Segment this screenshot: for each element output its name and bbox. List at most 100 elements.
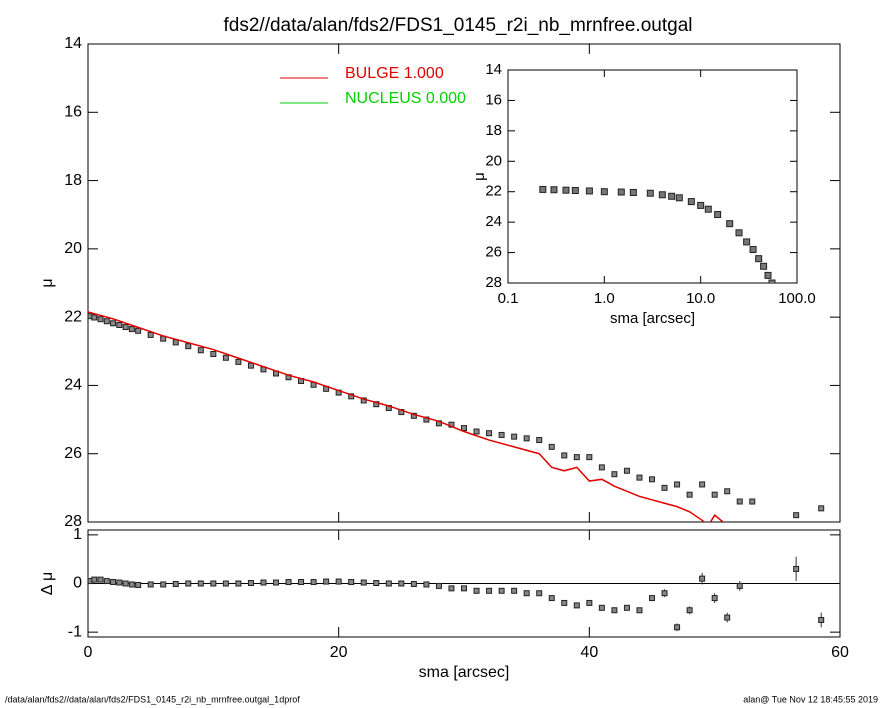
y-tick-label: 20 xyxy=(64,240,82,257)
data-point xyxy=(498,587,505,594)
y-tick-label: 26 xyxy=(485,244,502,261)
data-point xyxy=(818,616,825,623)
data-point xyxy=(726,220,734,228)
data-point xyxy=(736,498,743,505)
y-tick-label: 16 xyxy=(64,104,82,121)
data-point xyxy=(714,211,722,219)
data-point xyxy=(600,188,608,196)
data-point xyxy=(103,318,110,325)
data-point xyxy=(629,188,637,196)
data-point xyxy=(687,198,695,206)
data-point xyxy=(323,578,330,585)
plot-frame xyxy=(507,69,798,284)
data-point xyxy=(473,587,480,594)
footer-left: /data/alan/fds2//data/alan/fds2/FDS1_014… xyxy=(5,694,300,704)
data-point xyxy=(611,607,618,614)
data-point xyxy=(197,580,204,587)
data-point xyxy=(724,614,731,621)
data-point xyxy=(636,607,643,614)
data-point xyxy=(410,580,417,587)
data-point xyxy=(103,578,110,585)
data-point xyxy=(760,262,768,270)
data-point xyxy=(247,580,254,587)
data-point xyxy=(210,580,217,587)
x-tick-label: 100.0 xyxy=(778,290,816,307)
data-point xyxy=(585,187,593,195)
plot-area xyxy=(88,311,825,522)
data-point xyxy=(661,590,668,597)
data-point xyxy=(686,607,693,614)
data-point xyxy=(247,362,254,369)
y-tick-label: 14 xyxy=(64,35,82,52)
data-point xyxy=(573,602,580,609)
data-point xyxy=(110,579,117,586)
y-axis-label: μ xyxy=(471,172,488,181)
data-point xyxy=(586,599,593,606)
footer-right: alan@ Tue Nov 12 18:45:55 2019 xyxy=(743,694,878,704)
data-point xyxy=(448,585,455,592)
x-axis-label: sma [arcsec] xyxy=(610,310,695,327)
data-point xyxy=(658,191,666,199)
data-point xyxy=(649,595,655,602)
y-tick-label: 28 xyxy=(64,513,82,530)
data-point xyxy=(116,579,123,586)
chart-title: fds2//data/alan/fds2/FDS1_0145_r2i_nb_mr… xyxy=(224,15,693,36)
data-point xyxy=(548,595,555,602)
data-point xyxy=(135,581,142,588)
data-point xyxy=(298,579,305,586)
data-point xyxy=(562,186,570,194)
data-point xyxy=(335,578,342,585)
data-point xyxy=(699,481,706,488)
data-point xyxy=(185,343,192,350)
data-point xyxy=(285,579,292,586)
plot-frame xyxy=(87,43,841,523)
data-point xyxy=(704,205,712,213)
data-point xyxy=(793,512,800,519)
data-point xyxy=(435,582,442,589)
data-point xyxy=(573,454,580,461)
x-tick-label: 1.0 xyxy=(594,290,615,307)
data-point xyxy=(611,471,618,478)
data-point xyxy=(147,331,154,338)
data-point xyxy=(697,201,705,209)
data-point xyxy=(623,604,630,611)
data-point xyxy=(310,579,317,586)
data-point xyxy=(461,425,467,432)
y-tick-label: 14 xyxy=(485,61,502,78)
data-point xyxy=(147,581,154,588)
data-point xyxy=(598,464,605,471)
y-tick-label: 22 xyxy=(485,183,502,200)
data-point xyxy=(348,579,355,586)
data-point xyxy=(571,186,579,194)
x-tick-label: 40 xyxy=(580,644,598,661)
y-axis-label: μ xyxy=(39,278,56,287)
data-point xyxy=(523,590,530,597)
data-point xyxy=(539,185,547,193)
data-point xyxy=(110,320,117,327)
y-tick-label: 16 xyxy=(485,91,502,108)
y-tick-label: 18 xyxy=(64,172,82,189)
data-point xyxy=(135,327,142,334)
data-point xyxy=(235,358,242,365)
data-point xyxy=(122,580,129,587)
y-tick-label: 1 xyxy=(73,526,82,543)
legend-label: NUCLEUS 0.000 xyxy=(345,90,466,107)
data-point xyxy=(617,188,625,196)
data-point xyxy=(423,581,430,588)
data-point xyxy=(768,279,776,283)
data-point xyxy=(586,454,593,461)
y-tick-label: 18 xyxy=(485,122,502,139)
x-axis-label: sma [arcsec] xyxy=(419,664,510,681)
y-tick-label: 28 xyxy=(485,274,502,291)
data-point xyxy=(185,580,192,587)
data-point xyxy=(598,604,605,611)
data-point xyxy=(711,595,718,602)
data-point xyxy=(373,580,380,587)
data-point xyxy=(548,443,555,450)
data-point xyxy=(235,580,242,587)
data-point xyxy=(172,339,179,346)
data-point xyxy=(160,581,167,588)
data-point xyxy=(764,271,772,279)
y-tick-label: 26 xyxy=(64,445,82,462)
data-point xyxy=(486,587,493,594)
